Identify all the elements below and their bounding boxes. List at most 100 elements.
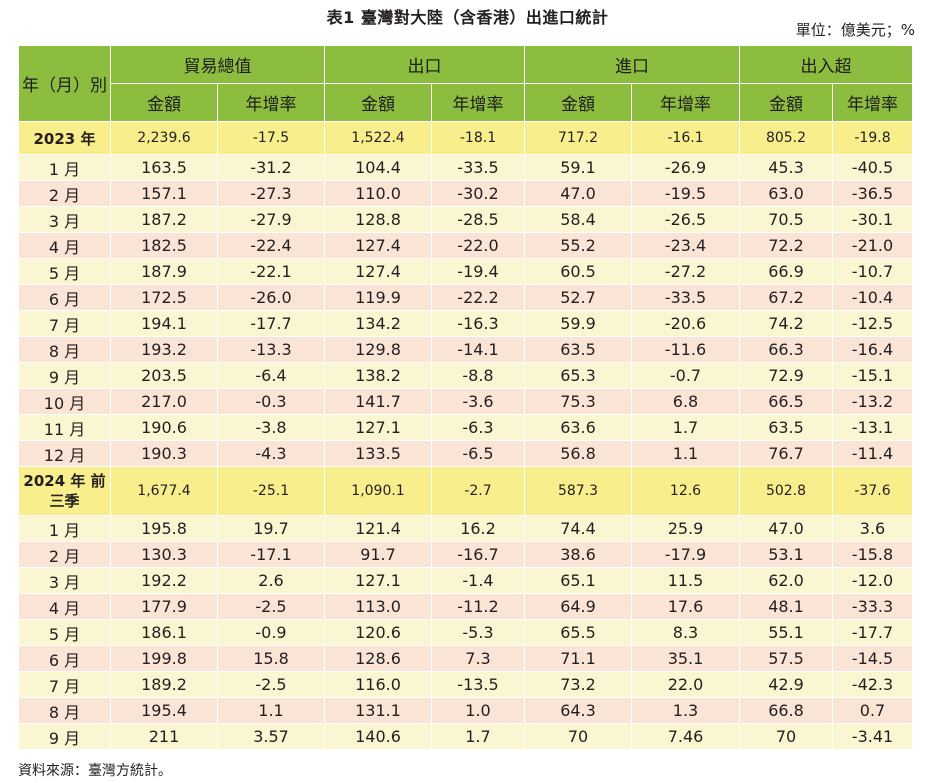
growth-rate-cell: 1.0 xyxy=(431,697,525,724)
row-label: 4 月 xyxy=(18,593,111,620)
sub-header-amount: 金額 xyxy=(739,83,833,122)
amount-cell: 141.7 xyxy=(324,388,432,415)
sub-header-amount: 金額 xyxy=(324,83,432,122)
row-label: 6 月 xyxy=(18,645,111,672)
growth-rate-cell: -6.3 xyxy=(431,414,525,441)
growth-rate-cell: -3.41 xyxy=(832,723,913,750)
amount-cell: 187.2 xyxy=(110,206,218,233)
amount-cell: 67.2 xyxy=(739,284,833,311)
table-row: 2023 年 2,239.6 -17.5 1,522.4 -18.1 717.2 -16.1… xyxy=(18,121,913,155)
growth-rate-cell: 0.7 xyxy=(832,697,913,724)
amount-cell: 66.5 xyxy=(739,388,833,415)
sub-header-growth: 年增率 xyxy=(832,83,913,122)
growth-rate-cell: 7.46 xyxy=(631,723,740,750)
amount-cell: 76.7 xyxy=(739,440,833,467)
row-label: 7 月 xyxy=(18,310,111,337)
growth-rate-cell: -6.4 xyxy=(217,362,325,389)
row-label: 6 月 xyxy=(18,284,111,311)
amount-cell: 193.2 xyxy=(110,336,218,363)
row-label: 12 月 xyxy=(18,440,111,467)
amount-cell: 75.3 xyxy=(524,388,632,415)
growth-rate-cell: 1.1 xyxy=(631,440,740,467)
row-label: 2 月 xyxy=(18,180,111,207)
sub-header-amount: 金額 xyxy=(524,83,632,122)
growth-rate-cell: -6.5 xyxy=(431,440,525,467)
amount-cell: 59.1 xyxy=(524,154,632,181)
sub-header-growth: 年增率 xyxy=(217,83,325,122)
table-row: 2 月 130.3 -17.1 91.7 -16.7 38.6 -17.9 53.1 -15.8 xyxy=(18,541,913,568)
amount-cell: 74.2 xyxy=(739,310,833,337)
growth-rate-cell: -15.1 xyxy=(832,362,913,389)
table-row: 5 月 187.9 -22.1 127.4 -19.4 60.5 -27.2 66.9 -10.… xyxy=(18,258,913,285)
growth-rate-cell: -13.3 xyxy=(217,336,325,363)
amount-cell: 63.5 xyxy=(524,336,632,363)
growth-rate-cell: -15.8 xyxy=(832,541,913,568)
growth-rate-cell: -4.3 xyxy=(217,440,325,467)
row-label: 3 月 xyxy=(18,567,111,594)
growth-rate-cell: -23.4 xyxy=(631,232,740,259)
growth-rate-cell: -25.1 xyxy=(217,466,325,516)
growth-rate-cell: -19.8 xyxy=(832,121,913,155)
table-row: 1 月 195.8 19.7 121.4 16.2 74.4 25.9 47.0 3.6 xyxy=(18,515,913,542)
growth-rate-cell: -14.5 xyxy=(832,645,913,672)
amount-cell: 138.2 xyxy=(324,362,432,389)
amount-cell: 57.5 xyxy=(739,645,833,672)
source-note: 資料來源：臺灣方統計。 xyxy=(18,763,172,779)
amount-cell: 63.6 xyxy=(524,414,632,441)
group-header-import: 進口 xyxy=(524,45,740,84)
amount-cell: 64.9 xyxy=(524,593,632,620)
growth-rate-cell: -5.3 xyxy=(431,619,525,646)
row-label: 2 月 xyxy=(18,541,111,568)
growth-rate-cell: 3.57 xyxy=(217,723,325,750)
amount-cell: 1,677.4 xyxy=(110,466,218,516)
table-row: 2024 年 前三季 1,677.4 -25.1 1,090.1 -2.7 587.3 12… xyxy=(18,466,913,516)
growth-rate-cell: 1.3 xyxy=(631,697,740,724)
growth-rate-cell: -22.0 xyxy=(431,232,525,259)
amount-cell: 194.1 xyxy=(110,310,218,337)
growth-rate-cell: -0.9 xyxy=(217,619,325,646)
growth-rate-cell: -12.0 xyxy=(832,567,913,594)
amount-cell: 127.4 xyxy=(324,232,432,259)
table-row: 9 月 211 3.57 140.6 1.7 70 7.46 70 -3.41 xyxy=(18,723,913,750)
growth-rate-cell: -16.3 xyxy=(431,310,525,337)
amount-cell: 172.5 xyxy=(110,284,218,311)
growth-rate-cell: 35.1 xyxy=(631,645,740,672)
amount-cell: 127.4 xyxy=(324,258,432,285)
growth-rate-cell: -33.5 xyxy=(431,154,525,181)
growth-rate-cell: 19.7 xyxy=(217,515,325,542)
amount-cell: 121.4 xyxy=(324,515,432,542)
amount-cell: 70 xyxy=(524,723,632,750)
amount-cell: 42.9 xyxy=(739,671,833,698)
group-header-export: 出口 xyxy=(324,45,525,84)
amount-cell: 65.5 xyxy=(524,619,632,646)
amount-cell: 186.1 xyxy=(110,619,218,646)
growth-rate-cell: 22.0 xyxy=(631,671,740,698)
table-row: 6 月 172.5 -26.0 119.9 -22.2 52.7 -33.5 67.2 -10.… xyxy=(18,284,913,311)
row-label: 8 月 xyxy=(18,336,111,363)
amount-cell: 59.9 xyxy=(524,310,632,337)
amount-cell: 63.5 xyxy=(739,414,833,441)
table-row: 4 月 182.5 -22.4 127.4 -22.0 55.2 -23.4 72.2 -21.… xyxy=(18,232,913,259)
row-label: 2023 年 xyxy=(18,121,111,155)
row-label: 11 月 xyxy=(18,414,111,441)
growth-rate-cell: -19.4 xyxy=(431,258,525,285)
table-row: 11 月 190.6 -3.8 127.1 -6.3 63.6 1.7 63.5 -13.1 xyxy=(18,414,913,441)
amount-cell: 190.3 xyxy=(110,440,218,467)
growth-rate-cell: 16.2 xyxy=(431,515,525,542)
growth-rate-cell: 6.8 xyxy=(631,388,740,415)
amount-cell: 128.6 xyxy=(324,645,432,672)
amount-cell: 60.5 xyxy=(524,258,632,285)
sub-header-growth: 年增率 xyxy=(631,83,740,122)
growth-rate-cell: -19.5 xyxy=(631,180,740,207)
growth-rate-cell: -26.0 xyxy=(217,284,325,311)
amount-cell: 70 xyxy=(739,723,833,750)
growth-rate-cell: -10.7 xyxy=(832,258,913,285)
amount-cell: 55.2 xyxy=(524,232,632,259)
growth-rate-cell: -31.2 xyxy=(217,154,325,181)
growth-rate-cell: -11.2 xyxy=(431,593,525,620)
amount-cell: 62.0 xyxy=(739,567,833,594)
amount-cell: 130.3 xyxy=(110,541,218,568)
trade-stats-table: 年（月）別 貿易總值 出口 進口 出入超 金額 年增率 金額 年增率 金額 年增… xyxy=(18,45,913,750)
growth-rate-cell: -30.2 xyxy=(431,180,525,207)
amount-cell: 127.1 xyxy=(324,414,432,441)
